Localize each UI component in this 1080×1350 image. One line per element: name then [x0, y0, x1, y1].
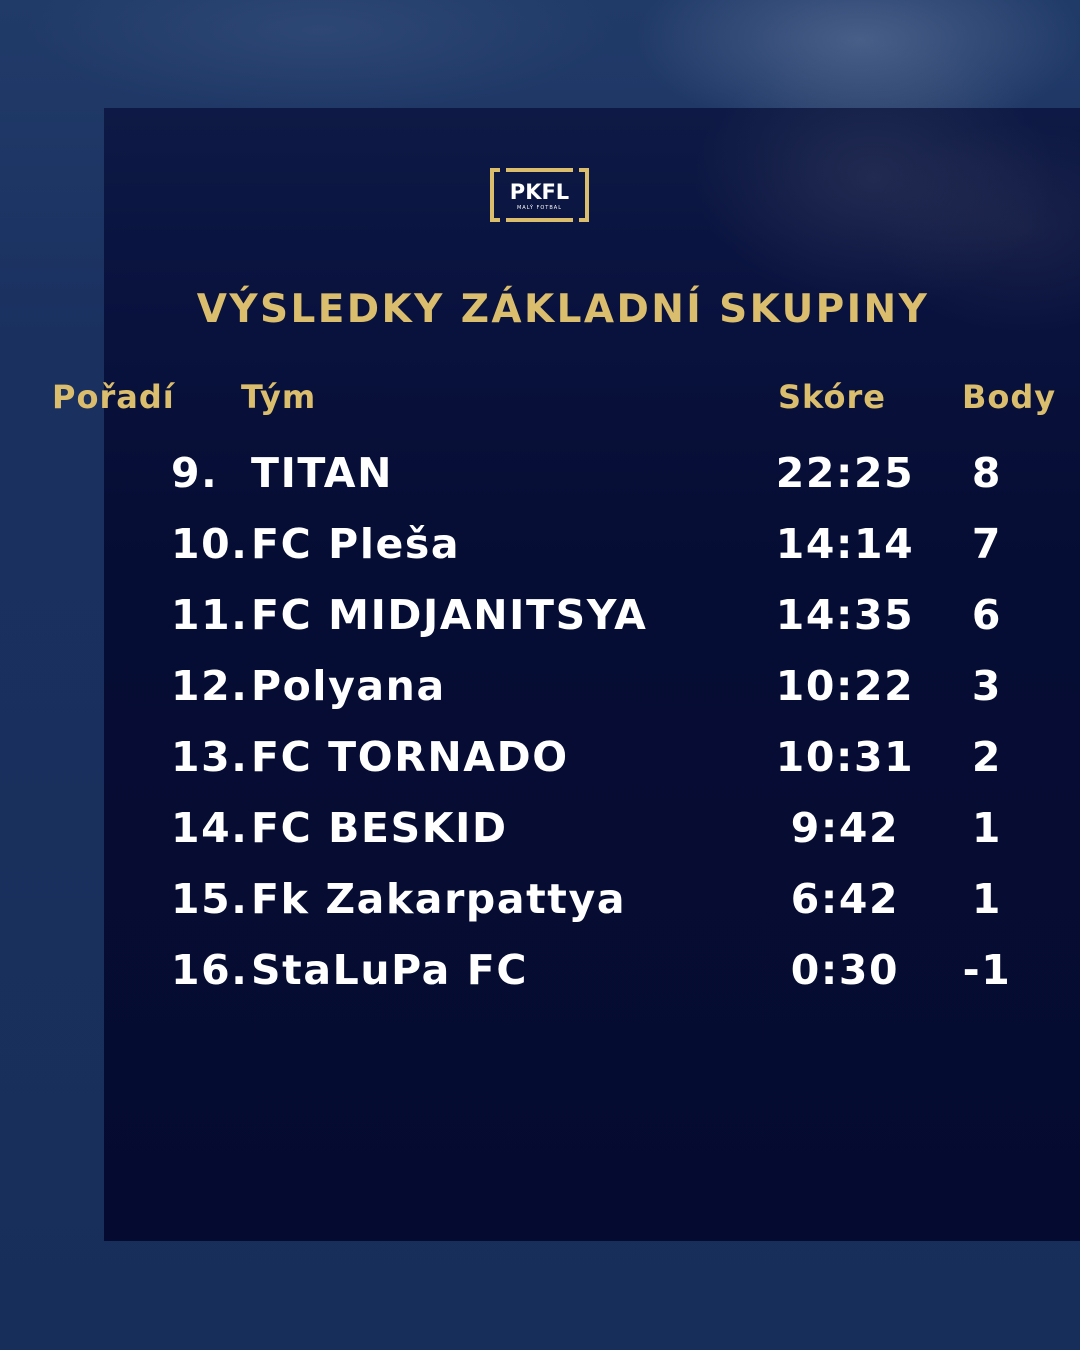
row-team: StaLuPa FC — [251, 946, 529, 994]
table-row: 15. Fk Zakarpattya 6:42 1 — [0, 864, 1080, 935]
table-row: 11. FC MIDJANITSYA 14:35 6 — [0, 580, 1080, 651]
row-points: -1 — [962, 946, 1012, 994]
row-rank: 16. — [171, 946, 249, 994]
results-panel — [104, 108, 1080, 1241]
row-team: Fk Zakarpattya — [251, 875, 627, 923]
row-score: 14:35 — [775, 591, 915, 639]
pkfl-logo: PKFL MALÝ FOTBAL — [490, 168, 589, 222]
table-row: 13. FC TORNADO 10:31 2 — [0, 722, 1080, 793]
logo-text: PKFL — [510, 180, 569, 204]
row-rank: 14. — [171, 804, 249, 852]
row-team: FC MIDJANITSYA — [251, 591, 648, 639]
header-rank: Pořadí — [52, 378, 175, 416]
row-rank: 13. — [171, 733, 249, 781]
row-score: 0:30 — [790, 946, 900, 994]
row-points: 7 — [971, 520, 1003, 568]
row-score: 22:25 — [775, 449, 915, 497]
header-team: Tým — [241, 378, 317, 416]
row-points: 1 — [971, 804, 1003, 852]
row-team: TITAN — [251, 449, 394, 497]
row-score: 6:42 — [790, 875, 900, 923]
table-row: 14. FC BESKID 9:42 1 — [0, 793, 1080, 864]
row-points: 6 — [971, 591, 1003, 639]
panel-photo-overlay — [104, 108, 1080, 368]
row-team: Polyana — [251, 662, 446, 710]
logo-subtitle: MALÝ FOTBAL — [517, 204, 562, 211]
header-points: Body — [962, 378, 1057, 416]
row-rank: 12. — [171, 662, 249, 710]
row-points: 1 — [971, 875, 1003, 923]
row-rank: 9. — [171, 449, 219, 497]
row-points: 3 — [971, 662, 1003, 710]
table-row: 16. StaLuPa FC 0:30 -1 — [0, 935, 1080, 1006]
row-score: 9:42 — [790, 804, 900, 852]
row-rank: 15. — [171, 875, 249, 923]
row-team: FC Pleša — [251, 520, 461, 568]
row-points: 2 — [971, 733, 1003, 781]
row-score: 10:31 — [775, 733, 915, 781]
row-score: 14:14 — [775, 520, 915, 568]
row-rank: 10. — [171, 520, 249, 568]
table-row: 10. FC Pleša 14:14 7 — [0, 509, 1080, 580]
row-rank: 11. — [171, 591, 249, 639]
standings-table: 9. TITAN 22:25 8 10. FC Pleša 14:14 7 11… — [0, 438, 1080, 1006]
header-score: Skóre — [778, 378, 886, 416]
table-row: 9. TITAN 22:25 8 — [0, 438, 1080, 509]
row-score: 10:22 — [775, 662, 915, 710]
row-points: 8 — [971, 449, 1003, 497]
row-team: FC TORNADO — [251, 733, 569, 781]
page-title: VÝSLEDKY ZÁKLADNÍ SKUPINY — [196, 287, 930, 332]
table-row: 12. Polyana 10:22 3 — [0, 651, 1080, 722]
row-team: FC BESKID — [251, 804, 508, 852]
